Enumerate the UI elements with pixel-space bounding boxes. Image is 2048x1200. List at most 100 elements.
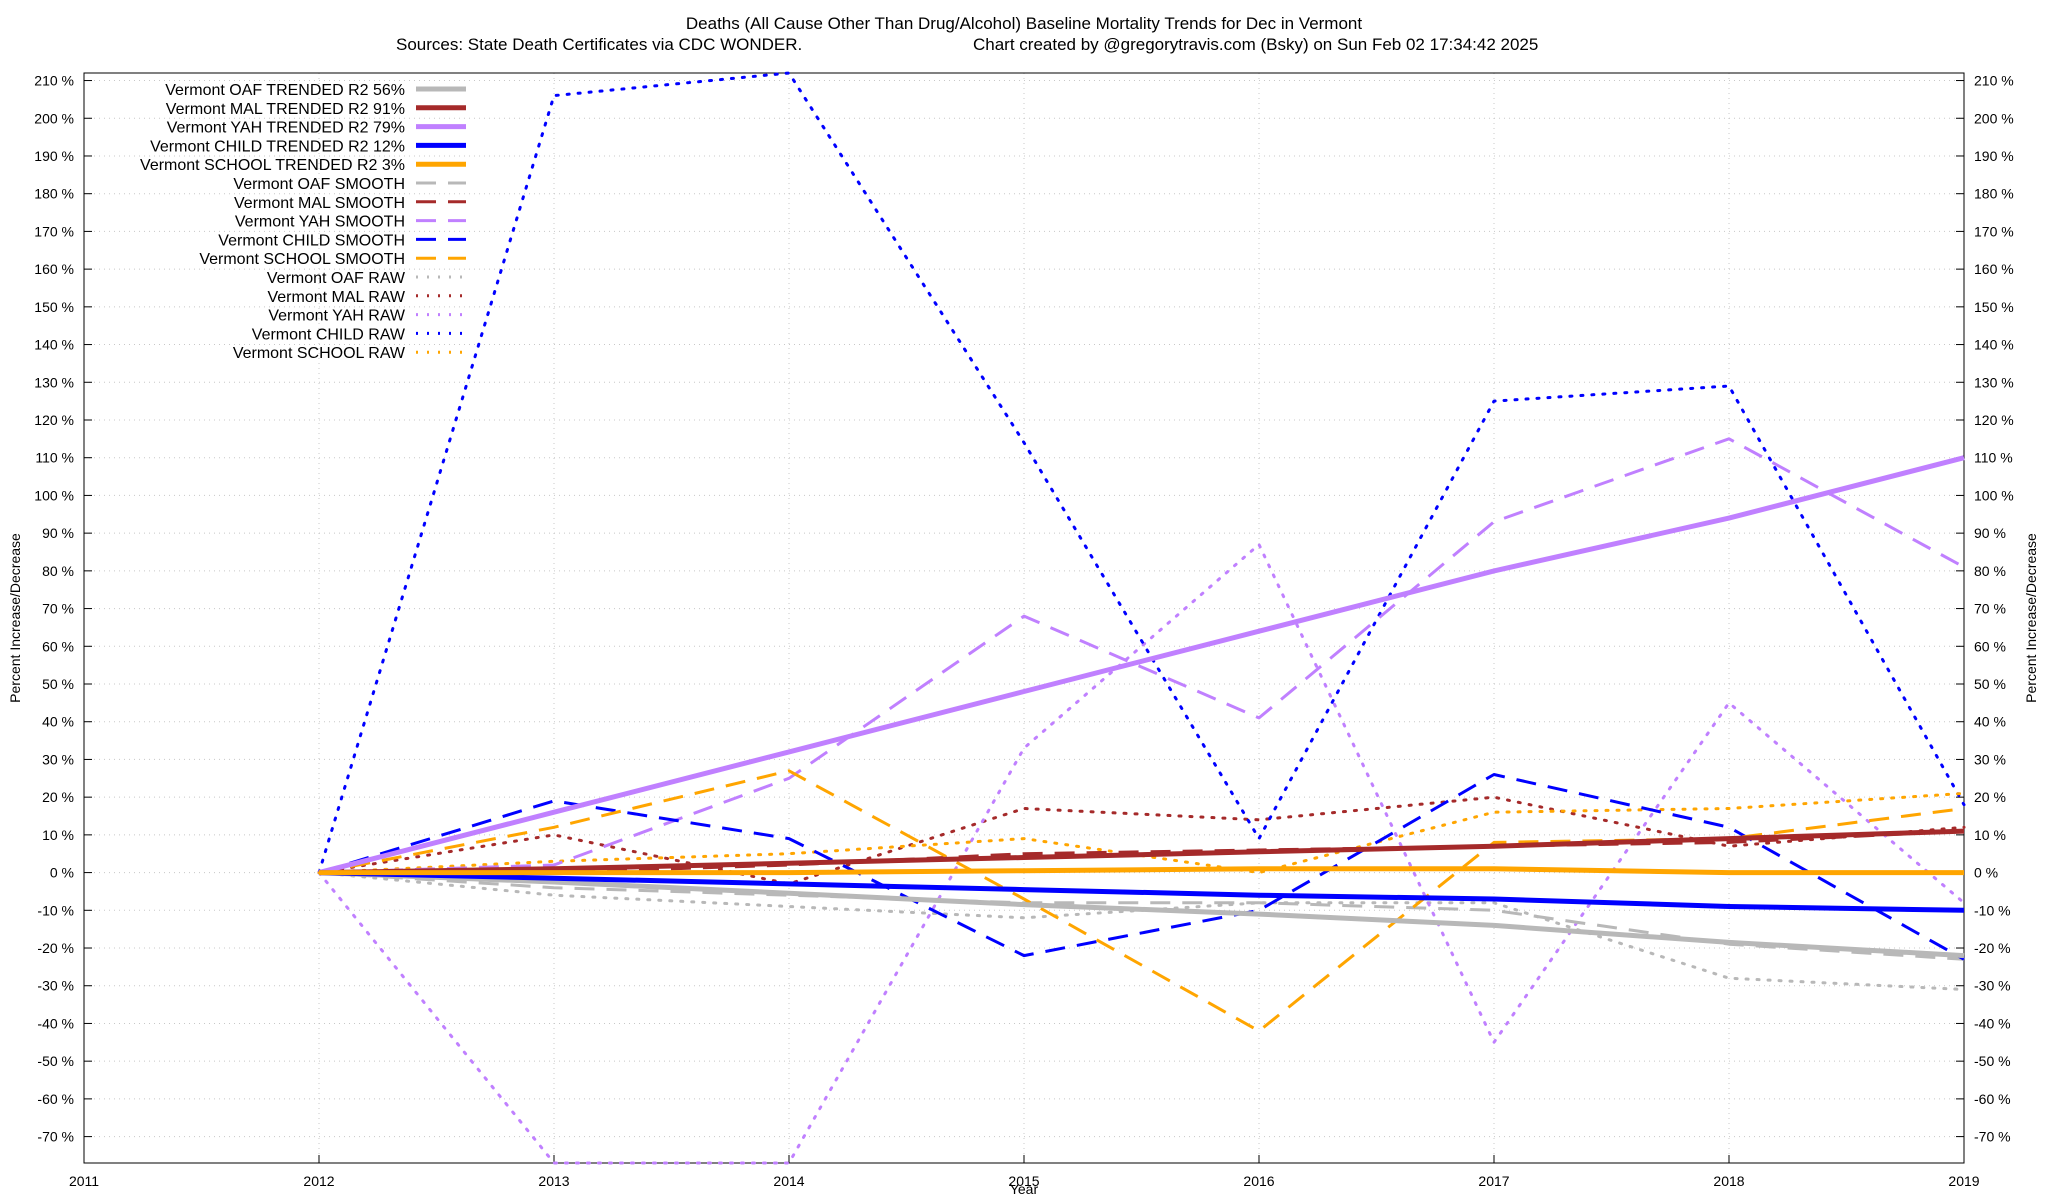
y-tick-label-right: 50 % bbox=[1974, 676, 2006, 692]
y-tick-label-right: -30 % bbox=[1974, 978, 2011, 994]
x-tick-label: 2017 bbox=[1478, 1173, 1509, 1189]
y-tick-label-right: 60 % bbox=[1974, 638, 2006, 654]
y-tick-label-right: 120 % bbox=[1974, 412, 2014, 428]
chart-title: Deaths (All Cause Other Than Drug/Alcoho… bbox=[686, 14, 1362, 33]
chart-subtitle-credit: Chart created by @gregorytravis.com (Bsk… bbox=[973, 35, 1538, 54]
y-tick-label-right: 80 % bbox=[1974, 563, 2006, 579]
y-tick-label-left: 130 % bbox=[34, 374, 74, 390]
legend-label: Vermont SCHOOL SMOOTH bbox=[199, 251, 405, 268]
x-tick-label: 2011 bbox=[69, 1173, 99, 1189]
legend-label: Vermont YAH TRENDED R2 79% bbox=[167, 120, 405, 137]
legend-label: Vermont YAH RAW bbox=[268, 308, 406, 325]
y-tick-label-right: -20 % bbox=[1974, 940, 2011, 956]
legend-label: Vermont CHILD RAW bbox=[252, 326, 406, 343]
y-tick-label-left: 0 % bbox=[50, 865, 74, 881]
series-mal-trend bbox=[318, 828, 1965, 876]
y-tick-label-left: -20 % bbox=[37, 940, 74, 956]
y-tick-label-right: 210 % bbox=[1974, 73, 2014, 89]
y-tick-label-left: 90 % bbox=[42, 525, 74, 541]
y-tick-label-right: -60 % bbox=[1974, 1091, 2011, 1107]
x-tick-label: 2015 bbox=[1008, 1173, 1039, 1189]
y-axis-label-left: Percent Increase/Decrease bbox=[7, 533, 23, 703]
legend: Vermont OAF TRENDED R2 56% Vermont MAL TR… bbox=[140, 82, 466, 362]
y-tick-label-right: -10 % bbox=[1974, 902, 2011, 918]
x-tick-label: 2016 bbox=[1243, 1173, 1274, 1189]
chart-subtitle-source: Sources: State Death Certificates via CD… bbox=[396, 35, 802, 54]
y-tick-label-left: -60 % bbox=[37, 1091, 74, 1107]
y-tick-label-right: 90 % bbox=[1974, 525, 2006, 541]
legend-label: Vermont OAF RAW bbox=[267, 270, 406, 287]
y-tick-label-left: -70 % bbox=[37, 1129, 74, 1145]
legend-label: Vermont MAL SMOOTH bbox=[234, 195, 405, 212]
y-tick-label-right: 200 % bbox=[1974, 110, 2014, 126]
legend-label: Vermont OAF SMOOTH bbox=[233, 176, 405, 193]
y-tick-label-right: 110 % bbox=[1974, 450, 2013, 466]
y-tick-label-left: -50 % bbox=[37, 1053, 74, 1069]
y-tick-label-right: 180 % bbox=[1974, 186, 2014, 202]
y-tick-label-right: 40 % bbox=[1974, 714, 2006, 730]
series-child-raw bbox=[317, 71, 1966, 875]
y-tick-label-right: -50 % bbox=[1974, 1053, 2011, 1069]
y-tick-label-left: 20 % bbox=[42, 789, 74, 805]
y-tick-label-right: 70 % bbox=[1974, 601, 2006, 617]
legend-label: Vermont SCHOOL RAW bbox=[233, 345, 406, 362]
series-school-raw bbox=[317, 791, 1966, 875]
legend-label: Vermont MAL RAW bbox=[267, 289, 405, 306]
x-tick-label: 2013 bbox=[538, 1173, 569, 1189]
legend-label: Vermont YAH SMOOTH bbox=[235, 214, 405, 231]
y-tick-label-left: 110 % bbox=[35, 450, 74, 466]
x-tick-label: 2014 bbox=[773, 1173, 804, 1189]
legend-label: Vermont CHILD SMOOTH bbox=[218, 232, 405, 249]
series-child-trend bbox=[318, 870, 1965, 913]
y-tick-label-left: 50 % bbox=[42, 676, 74, 692]
series-yah-raw bbox=[317, 543, 1966, 1165]
series-child-smooth bbox=[318, 773, 1965, 961]
legend-label: Vermont SCHOOL TRENDED R2 3% bbox=[140, 157, 405, 174]
series-yah-smooth bbox=[318, 437, 1965, 875]
y-tick-label-left: 210 % bbox=[34, 73, 74, 89]
y-tick-label-left: 170 % bbox=[34, 223, 74, 239]
y-tick-label-left: 70 % bbox=[42, 601, 74, 617]
series-yah-trend bbox=[318, 455, 1965, 876]
y-axis-label-right: Percent Increase/Decrease bbox=[2023, 533, 2039, 703]
y-tick-label-left: 140 % bbox=[34, 337, 74, 353]
y-tick-label-left: 150 % bbox=[34, 299, 74, 315]
y-tick-label-right: 20 % bbox=[1974, 789, 2006, 805]
y-tick-label-left: 160 % bbox=[34, 261, 74, 277]
series-oaf-trend bbox=[318, 870, 1965, 959]
y-tick-label-right: -70 % bbox=[1974, 1129, 2011, 1145]
y-tick-label-right: 130 % bbox=[1974, 374, 2014, 390]
y-tick-label-right: 170 % bbox=[1974, 223, 2014, 239]
x-tick-label: 2018 bbox=[1713, 1173, 1744, 1189]
y-tick-label-right: 30 % bbox=[1974, 751, 2006, 767]
y-tick-label-left: 80 % bbox=[42, 563, 74, 579]
x-axis-label: Year bbox=[1010, 1181, 1039, 1197]
y-tick-label-right: 190 % bbox=[1974, 148, 2014, 164]
y-tick-label-left: 100 % bbox=[34, 487, 74, 503]
y-tick-label-left: 180 % bbox=[34, 186, 74, 202]
y-tick-label-right: -40 % bbox=[1974, 1015, 2011, 1031]
y-tick-label-left: 60 % bbox=[42, 638, 74, 654]
y-tick-label-left: 200 % bbox=[34, 110, 74, 126]
y-tick-label-left: -10 % bbox=[37, 902, 74, 918]
y-tick-label-left: 30 % bbox=[42, 751, 74, 767]
y-tick-label-left: -30 % bbox=[37, 978, 74, 994]
y-tick-label-left: 190 % bbox=[34, 148, 74, 164]
legend-label: Vermont MAL TRENDED R2 91% bbox=[166, 101, 405, 118]
y-tick-label-left: 120 % bbox=[34, 412, 74, 428]
y-tick-label-right: 10 % bbox=[1974, 827, 2006, 843]
x-tick-label: 2019 bbox=[1948, 1173, 1979, 1189]
x-tick-label: 2012 bbox=[303, 1173, 334, 1189]
y-tick-label-left: -40 % bbox=[37, 1015, 74, 1031]
y-tick-label-right: 140 % bbox=[1974, 337, 2014, 353]
y-tick-label-right: 150 % bbox=[1974, 299, 2014, 315]
legend-label: Vermont OAF TRENDED R2 56% bbox=[165, 82, 405, 99]
series-oaf-smooth bbox=[318, 871, 1965, 961]
y-tick-label-right: 100 % bbox=[1974, 487, 2014, 503]
y-tick-label-left: 40 % bbox=[42, 714, 74, 730]
axis-ticks: 210 % 210 % 200 % 200 % 190 % 190 % 180 % 180 %… bbox=[34, 73, 2013, 1189]
y-tick-label-left: 10 % bbox=[42, 827, 74, 843]
series-school-trend bbox=[319, 866, 1964, 876]
y-tick-label-right: 0 % bbox=[1974, 865, 1998, 881]
